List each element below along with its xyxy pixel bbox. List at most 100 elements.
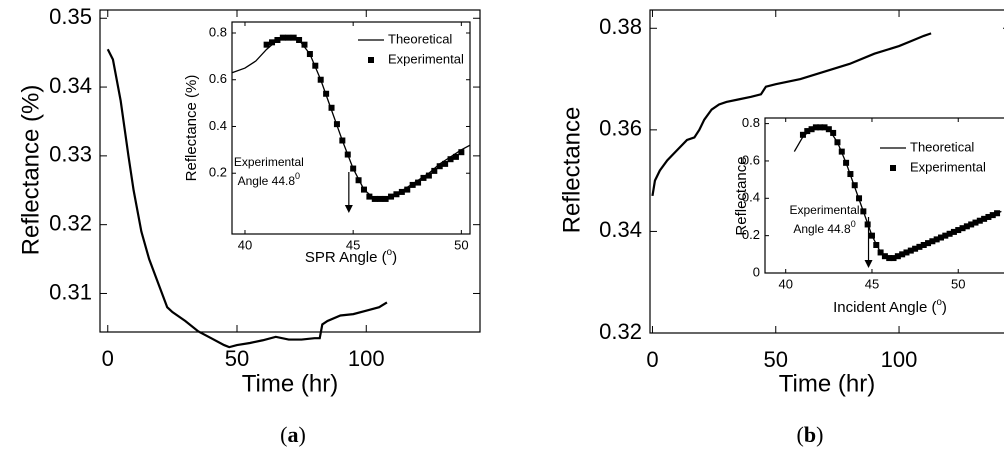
data-point	[447, 156, 454, 163]
data-point	[382, 195, 389, 202]
y-tick-label: 0.6	[209, 71, 227, 86]
data-point	[409, 181, 416, 188]
data-point	[290, 34, 297, 41]
x-axis-label-part: o	[387, 247, 393, 258]
data-point	[817, 124, 824, 131]
data-point	[843, 159, 850, 166]
data-point	[269, 39, 276, 46]
y-axis-label: Reflectance	[733, 156, 750, 235]
data-point	[838, 148, 845, 155]
data-point	[344, 151, 351, 158]
data-point	[436, 163, 443, 170]
data-point	[804, 128, 811, 135]
data-line	[106, 48, 388, 349]
data-point	[821, 124, 828, 131]
axes: 40 45 50 0.2 0.4 0.6 0.8 SPR Angle (o) Reflectan…	[183, 21, 471, 266]
y-tick-label: 0.8	[742, 115, 760, 130]
data-point	[972, 219, 979, 226]
data-point	[371, 195, 378, 202]
x-axis-label-part: )	[392, 249, 397, 266]
y-tick-label: 0.38	[599, 14, 642, 39]
data-point	[873, 241, 880, 248]
data-point	[393, 191, 400, 198]
data-point	[279, 34, 286, 41]
axes-frame	[649, 9, 1004, 334]
data-point	[912, 245, 919, 252]
x-axis-label: Time (hr)	[242, 370, 338, 397]
data-point	[916, 243, 923, 250]
data-point	[306, 51, 313, 58]
legend-label: Theoretical	[388, 31, 452, 46]
y-tick-label: 0.8	[209, 24, 227, 39]
data-point	[323, 90, 330, 97]
axes: 40 45 50 0 0.2 0.4 0.6 0.8 Incident Angle (o) Ref…	[733, 115, 1004, 316]
x-axis-label-part: o	[936, 297, 942, 308]
data-point	[301, 41, 308, 48]
annotation-arrowhead	[344, 205, 353, 213]
x-tick-label: 50	[225, 346, 249, 371]
caption-part: (	[280, 422, 287, 447]
data-point	[296, 36, 303, 43]
y-tick-label: 0.6	[742, 152, 760, 167]
data-point	[425, 172, 432, 179]
x-axis-label-part: Incident Angle (	[833, 299, 936, 316]
caption-part: )	[299, 422, 306, 447]
data-point	[317, 76, 324, 83]
annotation-line: Experimental	[234, 155, 304, 169]
y-tick-label: 0.2	[209, 165, 227, 180]
x-tick-label: 0	[102, 346, 114, 371]
data-point	[968, 221, 975, 228]
data-point	[350, 165, 357, 172]
annotation-line: Angle 44.8	[238, 174, 296, 188]
data-point	[920, 241, 927, 248]
panel-caption: (b)	[797, 422, 824, 447]
y-tick-label: 0	[753, 264, 760, 279]
data-point	[263, 41, 270, 48]
y-tick-label: 0.4	[209, 118, 227, 133]
plot-area	[232, 22, 470, 234]
x-tick-label: 40	[778, 276, 792, 291]
data-point	[377, 195, 384, 202]
y-tick-label: 0.31	[49, 279, 92, 304]
panel-caption: (a)	[280, 422, 306, 447]
annotation-superscript: 0	[851, 219, 856, 229]
data-point	[989, 212, 996, 219]
caption-part: a	[288, 422, 299, 447]
data-point	[950, 228, 957, 235]
data-point	[452, 153, 459, 160]
data-point	[860, 208, 867, 215]
data-point	[366, 193, 373, 200]
data-point	[937, 234, 944, 241]
data-point	[458, 149, 465, 156]
annotation-text: Angle 44.80	[238, 171, 300, 188]
y-tick-label: 0.32	[599, 319, 642, 344]
data-point	[868, 232, 875, 239]
x-tick-label: 50	[454, 237, 468, 252]
x-tick-label: 100	[881, 347, 918, 372]
data-point	[894, 253, 901, 260]
data-point	[903, 249, 910, 256]
x-axis-label-part: )	[942, 299, 947, 316]
data-point	[415, 179, 422, 186]
data-point	[442, 160, 449, 167]
data-point	[274, 36, 281, 43]
x-tick-label: 50	[951, 276, 965, 291]
data-point	[959, 225, 966, 232]
data-point	[808, 126, 815, 133]
data-point	[933, 236, 940, 243]
axes-frame	[99, 9, 481, 333]
annotation-arrowhead	[864, 260, 873, 268]
data-point	[976, 217, 983, 224]
data-point	[981, 215, 988, 222]
y-tick-label: 0.2	[742, 227, 760, 242]
x-tick-label: 100	[348, 346, 385, 371]
annotation-text: Experimental	[234, 155, 304, 169]
legend-label: Experimental	[910, 159, 986, 174]
data-point	[285, 34, 292, 41]
y-tick-label: 0.36	[599, 116, 642, 141]
data-point	[339, 137, 346, 144]
x-tick-label: 40	[238, 237, 252, 252]
x-tick-label: 0	[646, 347, 658, 372]
